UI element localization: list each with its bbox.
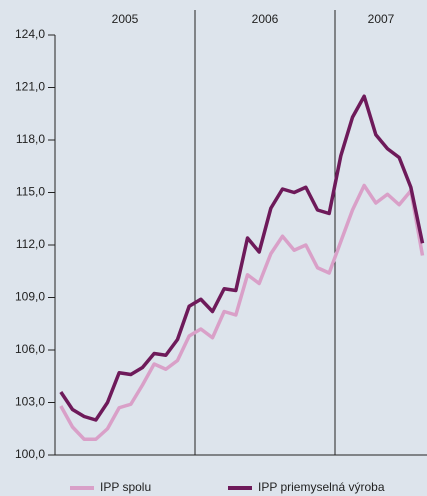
year-label: 2006 [252,12,279,26]
y-tick-label: 106,0 [15,342,45,356]
series-line [59,94,425,422]
y-tick-label: 121,0 [15,80,45,94]
y-tick-label: 124,0 [15,27,45,41]
y-tick-label: 103,0 [15,395,45,409]
y-tick-label: 115,0 [16,185,45,199]
year-label: 2007 [368,12,395,26]
y-tick-label: 100,0 [15,447,45,461]
series-line [59,183,425,441]
year-label: 2005 [112,12,139,26]
y-tick-label: 109,0 [15,290,45,304]
y-tick-label: 118,0 [16,132,45,146]
legend-label: IPP priemyselná výroba [258,480,385,494]
y-tick-label: 112,0 [16,237,45,251]
legend-label: IPP spolu [100,480,151,494]
